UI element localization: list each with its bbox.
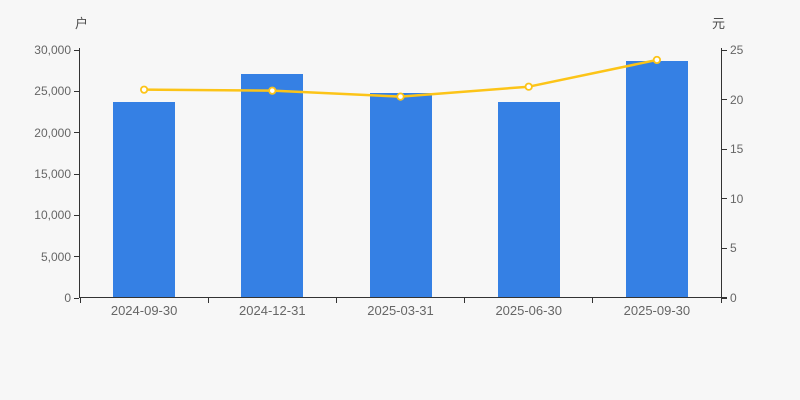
- x-axis-tick: [720, 298, 722, 303]
- x-axis-category-label: 2025-06-30: [495, 303, 562, 318]
- left-y-axis-tick: [74, 173, 79, 175]
- right-y-axis-tick: [722, 247, 727, 249]
- right-y-axis-tick: [722, 49, 727, 51]
- left-y-axis-tick: [74, 132, 79, 134]
- left-y-axis-tick-label: 30,000: [34, 43, 71, 57]
- line-marker-2025-09-30[interactable]: [652, 55, 662, 65]
- left-y-axis-tick-label: 10,000: [34, 208, 71, 223]
- right-y-axis-tick-label: 0: [730, 291, 737, 305]
- x-axis-category-label: 2025-09-30: [623, 303, 691, 318]
- right-y-axis-tick: [722, 198, 727, 200]
- right-axis-unit-label: 元: [712, 16, 726, 31]
- bar-2025-03-31[interactable]: [369, 92, 432, 298]
- line-marker-2024-12-31[interactable]: [268, 86, 277, 95]
- left-y-axis-tick: [74, 49, 79, 51]
- x-axis-category-label: 2024-09-30: [110, 303, 178, 318]
- left-y-axis-tick-label: 25,000: [34, 84, 71, 99]
- left-y-axis-tick-label: 15,000: [34, 167, 71, 181]
- right-y-axis-tick-label: 10: [730, 191, 744, 206]
- line-marker-2025-03-31[interactable]: [396, 92, 405, 101]
- left-y-axis-tick-label: 0: [64, 291, 71, 305]
- x-axis-tick: [335, 298, 337, 303]
- x-axis-tick: [79, 298, 81, 303]
- x-axis-tick: [207, 298, 209, 303]
- bar-2025-09-30[interactable]: [625, 61, 688, 298]
- left-y-axis-tick-label: 5,000: [40, 249, 71, 264]
- x-axis-line: [79, 297, 727, 298]
- price-line-path: [144, 58, 658, 98]
- bar-2024-09-30[interactable]: [113, 101, 176, 298]
- x-axis-tick: [592, 298, 594, 303]
- left-y-axis-tick: [74, 90, 79, 92]
- right-y-axis-tick-label: 25: [730, 43, 744, 57]
- right-y-axis-line: [721, 48, 722, 298]
- right-y-axis-tick-label: 20: [730, 92, 744, 107]
- right-y-axis-tick: [722, 99, 727, 101]
- x-axis-category-label: 2025-03-31: [367, 303, 434, 318]
- right-y-axis-tick: [722, 297, 727, 299]
- x-axis-category-label: 2024-12-31: [239, 303, 306, 318]
- left-axis-unit-label: 户: [75, 16, 89, 31]
- left-y-axis-tick: [74, 256, 79, 258]
- x-axis-tick: [464, 298, 466, 303]
- right-y-axis-tick: [722, 148, 727, 150]
- line-marker-2024-09-30[interactable]: [140, 85, 149, 94]
- right-y-axis-tick-label: 5: [730, 241, 737, 256]
- left-y-axis-line: [79, 48, 80, 298]
- bar-2025-06-30[interactable]: [497, 102, 560, 298]
- bar-2024-12-31[interactable]: [241, 74, 304, 298]
- left-y-axis-tick: [74, 297, 79, 299]
- left-y-axis-tick-label: 20,000: [34, 125, 71, 140]
- left-y-axis-tick: [74, 214, 79, 216]
- line-marker-2025-06-30[interactable]: [524, 82, 533, 91]
- right-y-axis-tick-label: 15: [730, 142, 744, 157]
